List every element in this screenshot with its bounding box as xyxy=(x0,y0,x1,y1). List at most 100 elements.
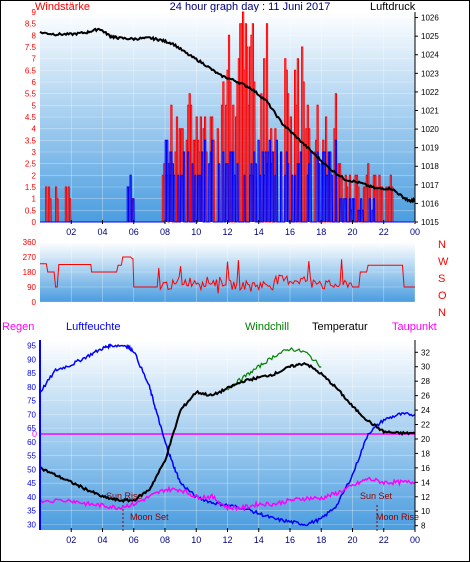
x-tick-label: 10 xyxy=(191,227,201,237)
windchill-line xyxy=(227,346,322,391)
x-tick-label: 04 xyxy=(97,535,107,545)
y-tick-label: 2 xyxy=(32,171,37,180)
x-tick-label: 16 xyxy=(285,535,295,545)
y-tick-label: 12 xyxy=(421,493,430,502)
rain-axis-title: Regen xyxy=(2,321,34,333)
x-tick-label: 04 xyxy=(97,227,107,237)
y-tick-label: 0 xyxy=(32,298,37,307)
y-tick-label: 70 xyxy=(27,410,36,419)
y-tick-label: 1.5 xyxy=(25,183,37,192)
chart-title: 24 hour graph day : 11 Juni 2017 xyxy=(170,1,331,13)
y-tick-label: 30 xyxy=(421,363,430,372)
x-tick-label: 22 xyxy=(379,227,389,237)
rain-zero-label: 0 xyxy=(32,429,37,439)
y-tick-label: 90 xyxy=(27,355,36,364)
y-tick-label: 1021 xyxy=(421,106,439,115)
x-tick-label: 14 xyxy=(254,535,264,545)
pressure-series xyxy=(39,27,416,204)
y-tick-label: 1023 xyxy=(421,69,439,78)
annotation-label: Moon Rise xyxy=(376,512,419,522)
y-tick-label: 1018 xyxy=(421,162,439,171)
y-tick-label: 1019 xyxy=(421,144,439,153)
x-tick-label: 22 xyxy=(379,535,389,545)
wind-direction-series xyxy=(40,256,415,294)
y-tick-label: 1024 xyxy=(421,51,439,60)
x-tick-label: 12 xyxy=(222,227,232,237)
y-tick-label: 360 xyxy=(23,238,37,247)
y-tick-label: 0.5 xyxy=(25,206,37,215)
y-tick-label: 2.5 xyxy=(25,160,37,169)
temperature-line xyxy=(39,362,416,504)
y-tick-label: 4 xyxy=(32,125,37,134)
x-tick-label: 00 xyxy=(410,535,420,545)
humidity-temperature-panel: Sun Rise Moon Set Sun Set Moon Rise 0 30… xyxy=(27,340,430,545)
humidity-y-axis: 30 35 40 45 50 55 60 65 70 75 80 85 90 95 xyxy=(27,340,41,530)
y-tick-label: 95 xyxy=(27,342,36,351)
y-tick-label: 1 xyxy=(32,195,37,204)
x-tick-label: 02 xyxy=(66,535,76,545)
y-tick-label: 35 xyxy=(27,507,36,516)
y-tick-label: 6.5 xyxy=(25,66,37,75)
x-tick-label: 20 xyxy=(347,227,357,237)
y-tick-label: 55 xyxy=(27,452,36,461)
y-tick-label: 14 xyxy=(421,478,430,487)
y-tick-label: 7 xyxy=(32,55,37,64)
pressure-axis-title: Luftdruck xyxy=(370,1,416,13)
y-tick-label: 1015 xyxy=(421,218,439,227)
temperature-legend: Temperatur xyxy=(312,321,368,333)
dewpoint-line xyxy=(39,476,416,512)
y-tick-label: 0 xyxy=(32,218,37,227)
x-tick-label: 10 xyxy=(191,535,201,545)
pressure-line xyxy=(39,27,416,204)
x-tick-label: 06 xyxy=(129,535,139,545)
wind-direction-line xyxy=(40,256,415,294)
y-tick-label: 80 xyxy=(27,383,36,392)
y-tick-label: 270 xyxy=(23,253,37,262)
pressure-y-axis: 1015 1016 1017 1018 1019 1020 1021 1022 1023 1024… xyxy=(414,12,439,227)
y-tick-label: 10 xyxy=(421,507,430,516)
wind-pressure-panel: 0 0.5 1 1.5 2 2.5 3 3.5 4 4.5 5 5.5 6 6.5 7 7.5 8 8.5 9 10… xyxy=(25,8,439,237)
y-tick-label: 9 xyxy=(32,8,37,17)
y-tick-label: 8.5 xyxy=(25,20,37,29)
x-tick-label: 08 xyxy=(160,227,170,237)
y-tick-label: 30 xyxy=(27,520,36,529)
x-tick-label: 16 xyxy=(285,227,295,237)
x-tick-label: 08 xyxy=(160,535,170,545)
y-tick-label: 45 xyxy=(27,479,36,488)
x-tick-label: 06 xyxy=(129,227,139,237)
y-tick-label: 24 xyxy=(421,406,430,415)
direction-y-axis: 0 90 180 270 360 xyxy=(23,238,37,307)
y-tick-label: 18 xyxy=(421,449,430,458)
annotation-label: Moon Set xyxy=(130,512,169,522)
y-tick-label: 28 xyxy=(421,377,430,386)
y-tick-label: 1026 xyxy=(421,14,439,23)
y-tick-label: 90 xyxy=(27,283,36,292)
y-tick-label: 1017 xyxy=(421,181,439,190)
y-tick-label: 85 xyxy=(27,369,36,378)
y-tick-label: 180 xyxy=(23,268,37,277)
x-tick-label: 12 xyxy=(222,535,232,545)
y-tick-label: 20 xyxy=(421,435,430,444)
x-tick-label: 18 xyxy=(316,227,326,237)
y-tick-label: 4.5 xyxy=(25,113,37,122)
compass-label: S xyxy=(438,273,445,285)
y-tick-label: 32 xyxy=(421,348,430,357)
compass-label: N xyxy=(438,307,446,319)
y-tick-label: 26 xyxy=(421,392,430,401)
dewpoint-series xyxy=(39,476,416,512)
y-tick-label: 1016 xyxy=(421,199,439,208)
wind-axis-title: Windstärke xyxy=(35,1,90,13)
y-tick-label: 40 xyxy=(27,493,36,502)
compass-label: W xyxy=(438,256,449,268)
y-tick-label: 60 xyxy=(27,438,36,447)
y-tick-label: 16 xyxy=(421,464,430,473)
x-tick-label: 20 xyxy=(347,535,357,545)
y-tick-label: 5 xyxy=(32,101,37,110)
temperature-series xyxy=(39,362,416,504)
y-tick-label: 6 xyxy=(32,78,37,87)
windchill-legend: Windchill xyxy=(245,321,289,333)
x-tick-label: 00 xyxy=(410,227,420,237)
